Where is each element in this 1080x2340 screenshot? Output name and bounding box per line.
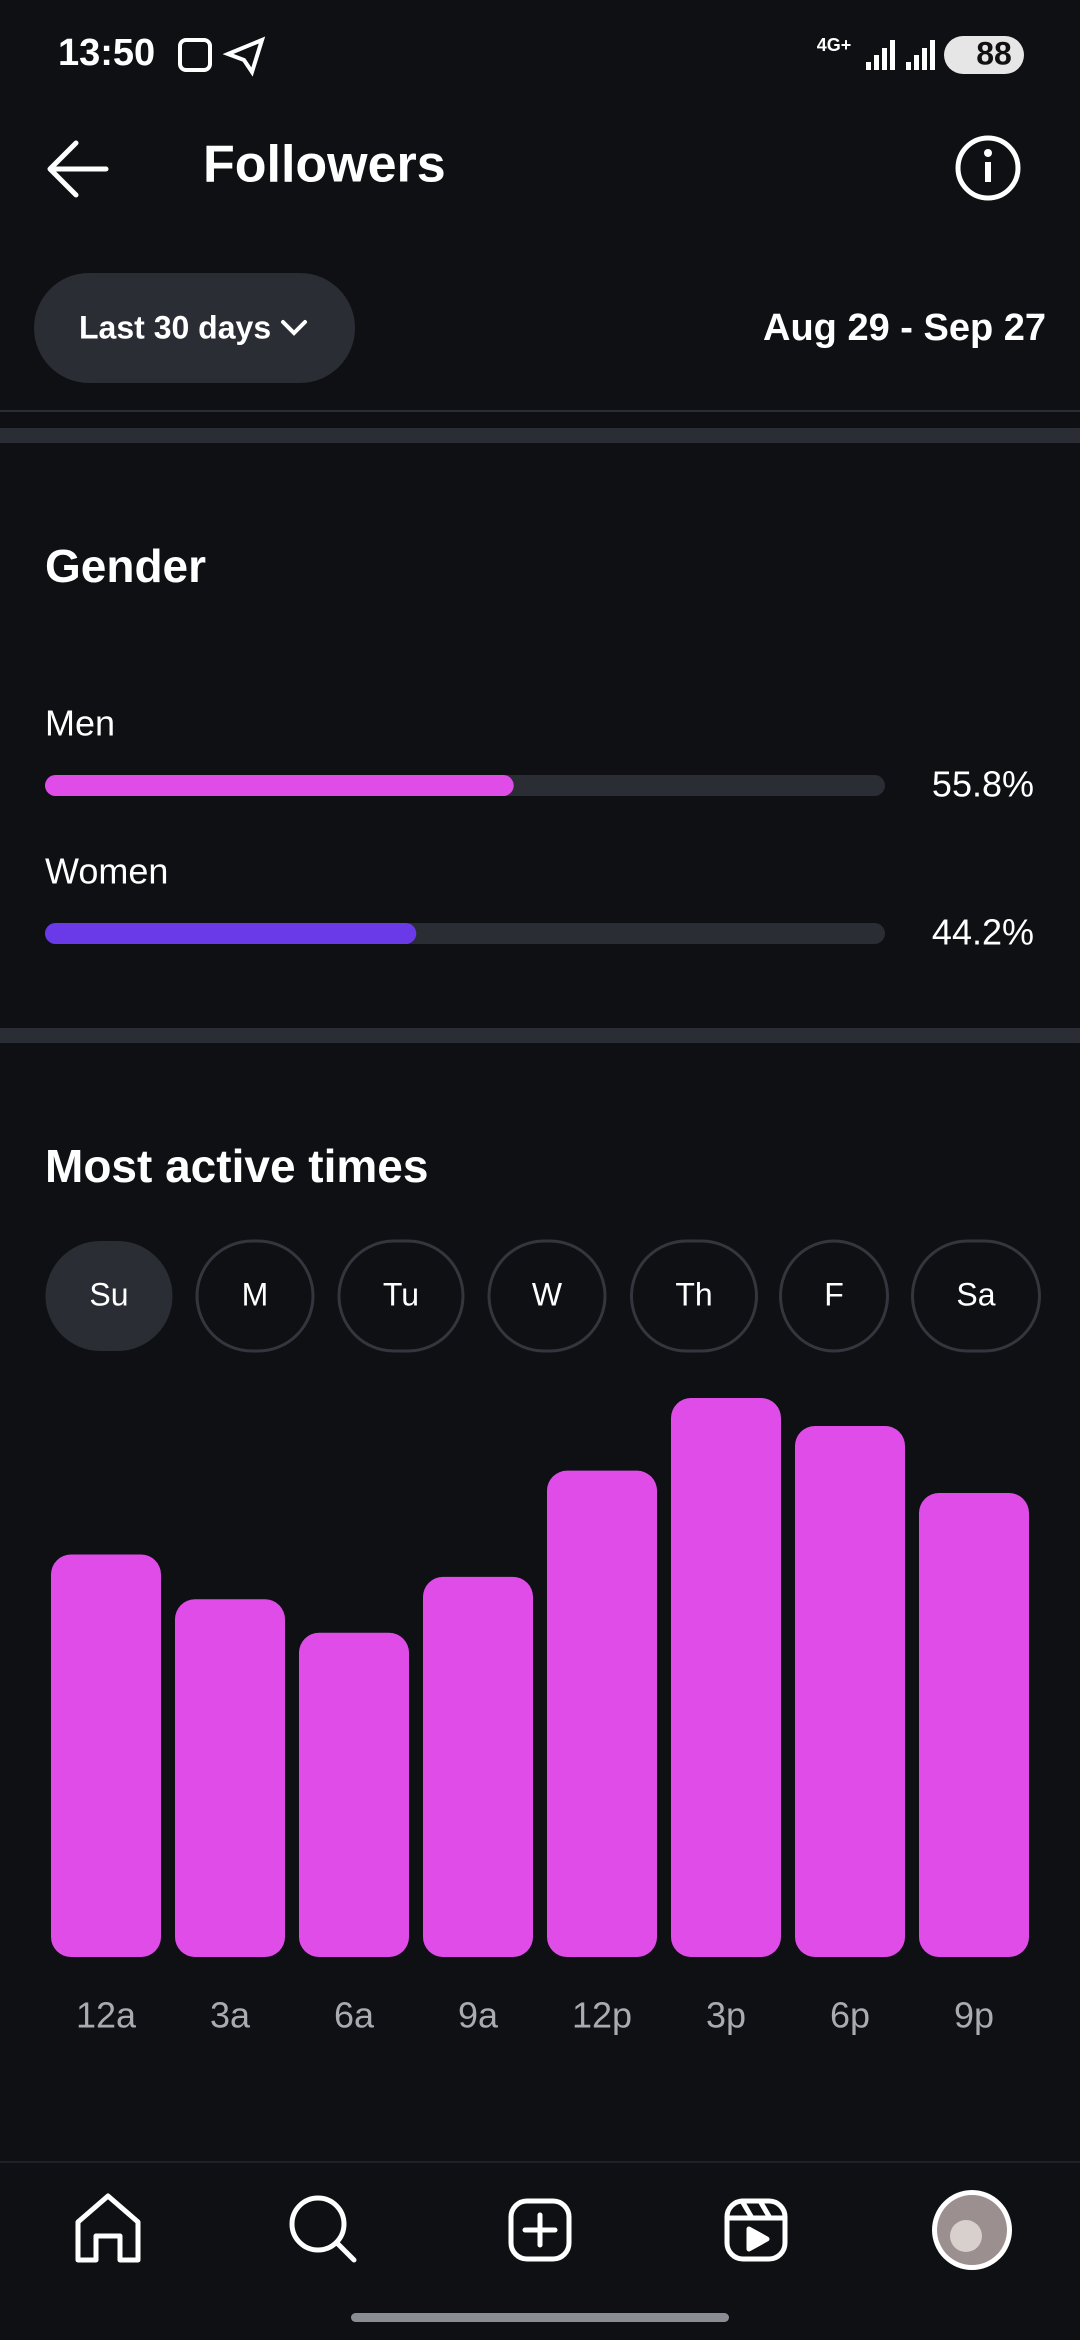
section-title: Most active times (45, 1140, 428, 1192)
gender-label: Men (45, 703, 115, 744)
x-tick-label: 3p (706, 1995, 746, 2036)
nav-home[interactable] (75, 2193, 141, 2263)
page-title: Followers (203, 136, 446, 194)
nav-search[interactable] (289, 2195, 357, 2263)
status-time: 13:50 (58, 32, 155, 74)
day-label: Tu (383, 1276, 419, 1312)
day-pill-bg (195, 1239, 315, 1353)
x-tick-label: 12a (76, 1995, 137, 2036)
x-tick-label: 12p (572, 1995, 632, 2036)
day-pill-bg (779, 1239, 889, 1353)
activity-chart: 12a 3a 6a 9a 12p 3p 6p 9p (51, 1398, 1029, 2036)
bar (299, 1632, 409, 1957)
gender-value: 44.2% (932, 912, 1034, 953)
x-tick-label: 9p (954, 1995, 994, 2036)
nav-create[interactable] (508, 2198, 572, 2262)
section-title: Gender (45, 540, 206, 592)
day-pill[interactable]: Th (630, 1239, 758, 1353)
back-button[interactable] (47, 140, 109, 198)
section-divider (0, 428, 1080, 443)
bar (671, 1398, 781, 1957)
day-pill[interactable]: Sa (911, 1239, 1041, 1353)
gender-bar (45, 775, 514, 796)
day-label: W (532, 1276, 563, 1312)
home-indicator (351, 2313, 729, 2322)
day-pill-bg (630, 1239, 758, 1353)
day-label: F (824, 1276, 844, 1312)
day-pill-bg (337, 1239, 465, 1353)
range-selector[interactable] (34, 273, 355, 383)
day-label: M (242, 1276, 269, 1312)
x-tick-label: 3a (210, 1995, 251, 2036)
info-button[interactable] (955, 135, 1021, 201)
day-pill[interactable]: F (779, 1239, 889, 1353)
status-icons (178, 36, 266, 77)
day-pill[interactable]: W (487, 1239, 607, 1353)
signal-icons (866, 40, 935, 70)
gender-bar (45, 923, 417, 944)
day-label: Sa (956, 1276, 995, 1312)
bar (51, 1554, 161, 1957)
date-range: Aug 29 - Sep 27 (763, 307, 1046, 349)
bar (175, 1599, 285, 1957)
day-pill[interactable]: M (195, 1239, 315, 1353)
day-pill-bg (487, 1239, 607, 1353)
bar (919, 1493, 1029, 1957)
x-tick-label: 6p (830, 1995, 870, 2036)
battery (944, 36, 1024, 74)
nav-reels[interactable] (724, 2198, 788, 2262)
gender-label: Women (45, 851, 168, 892)
day-label: Su (89, 1276, 128, 1312)
nav-divider (0, 2161, 1080, 2163)
range-label: Last 30 days (79, 309, 271, 345)
gender-value: 55.8% (932, 764, 1034, 805)
network-type: 4G+ (817, 35, 852, 55)
day-pill[interactable]: Tu (337, 1239, 465, 1353)
section-divider (0, 1028, 1080, 1043)
dropdown-chevron (281, 320, 307, 336)
day-pill-bg (911, 1239, 1041, 1353)
day-selector: Su M Tu W Th F Sa (45, 1239, 1041, 1353)
gender-bars: Men 55.8% Women 44.2% (45, 703, 1034, 953)
divider (0, 410, 1080, 412)
bar (423, 1576, 533, 1957)
day-pill[interactable]: Su (45, 1241, 173, 1351)
x-tick-label: 6a (334, 1995, 375, 2036)
nav-profile[interactable] (932, 2190, 1012, 2270)
bar (547, 1470, 657, 1957)
bar (795, 1425, 905, 1957)
x-tick-label: 9a (458, 1995, 499, 2036)
day-label: Th (675, 1276, 712, 1312)
battery-level: 88 (976, 35, 1012, 71)
day-pill-bg (45, 1241, 173, 1351)
